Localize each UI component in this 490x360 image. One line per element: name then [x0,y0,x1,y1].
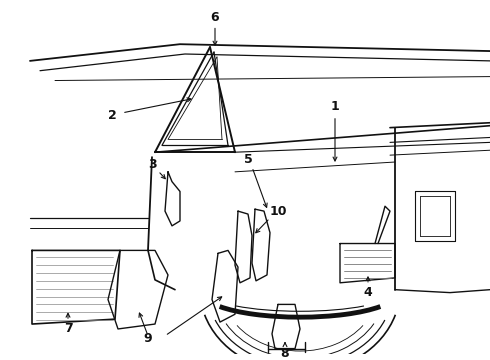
Text: 8: 8 [281,347,289,360]
Text: 5: 5 [244,153,252,166]
Text: 2: 2 [108,109,117,122]
Text: 1: 1 [331,100,340,113]
Text: 3: 3 [147,158,156,171]
Text: 6: 6 [211,11,220,24]
Text: 4: 4 [364,286,372,299]
Text: 9: 9 [144,332,152,345]
Text: 10: 10 [269,204,287,217]
Text: 7: 7 [64,323,73,336]
